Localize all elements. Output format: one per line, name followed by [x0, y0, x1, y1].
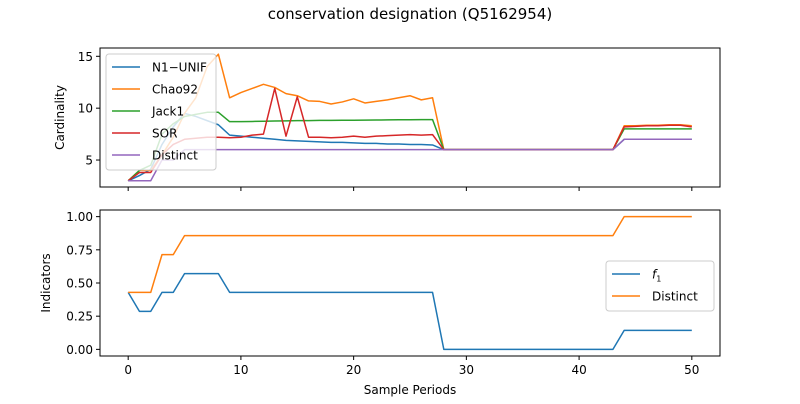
y-tick-label: 10 — [78, 102, 93, 116]
y-axis-label: Indicators — [39, 253, 53, 312]
legend-entry: Distinct — [652, 290, 698, 304]
x-tick-label: 30 — [459, 363, 474, 377]
y-tick-label: 1.00 — [66, 210, 93, 224]
legend: N1−UNIF Chao92 Jack1 SOR Distinct — [105, 53, 217, 171]
y-tick-label: 15 — [78, 50, 93, 64]
legend-entry: f1 — [652, 268, 661, 284]
axes-2: 0 10 20 30 40 50 0.00 0.25 0.50 0.75 1.00 Indicator… — [39, 209, 721, 397]
x-tick-label: 0 — [124, 363, 132, 377]
axes-1: 5 10 15 Cardinality N1−UNIF Chao92 Jack1 SOR Dis… — [53, 47, 721, 191]
figure-title: conservation designation (Q5162954) — [268, 5, 552, 23]
legend-entry: Distinct — [152, 149, 198, 163]
legend: f1 Distinct — [605, 260, 715, 312]
y-axis-label: Cardinality — [53, 85, 67, 150]
y-tick-label: 5 — [85, 154, 93, 168]
series-line-1-5 — [128, 138, 692, 182]
plot-area — [127, 215, 692, 351]
y-tick-label: 0.00 — [66, 343, 93, 357]
y-tick-label: 0.75 — [66, 243, 93, 257]
legend-entry: Chao92 — [152, 83, 198, 97]
plot-area — [127, 53, 692, 182]
x-tick-label: 20 — [346, 363, 361, 377]
series-line-2-2 — [128, 215, 692, 294]
x-tick-label: 50 — [684, 363, 699, 377]
legend-entry: SOR — [152, 127, 177, 141]
x-axis-label: Sample Periods — [364, 383, 456, 397]
y-tick-label: 0.50 — [66, 277, 93, 291]
x-tick-label: 40 — [571, 363, 586, 377]
legend-entry: Jack1 — [151, 105, 184, 119]
y-tick-label: 0.25 — [66, 310, 93, 324]
series-line-2-1 — [127, 272, 692, 351]
x-tick-label: 10 — [233, 363, 248, 377]
axes-frame — [99, 47, 721, 188]
legend-entry: N1−UNIF — [152, 61, 207, 75]
